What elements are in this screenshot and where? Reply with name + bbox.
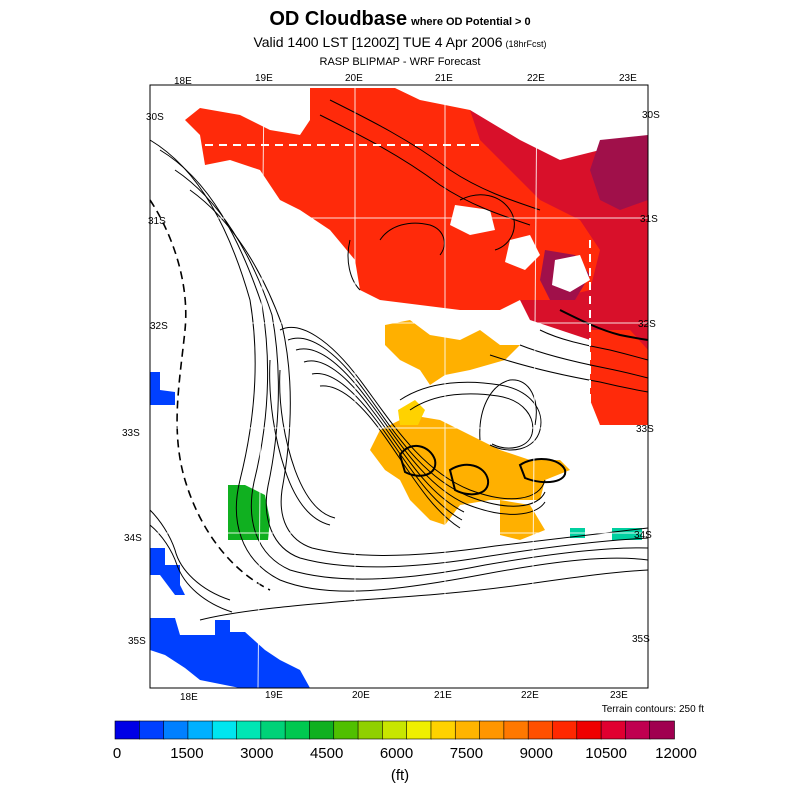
lon-bottom-20e: 20E (352, 690, 370, 701)
colorbar-tick-label: 3000 (240, 745, 274, 762)
lat-right-30s: 30S (642, 110, 660, 121)
colorbar-tick-label: 7500 (449, 745, 484, 762)
field-magenta-east (590, 135, 648, 210)
cloudbase-field (150, 88, 648, 688)
field-gap-1 (505, 235, 540, 270)
lon-labels-bottom: 18E 19E 20E 21E 22E 23E (180, 690, 628, 703)
field-blue-west (150, 372, 175, 405)
lat-right-32s: 32S (638, 319, 656, 330)
meridian-19e (257, 84, 265, 689)
colorbar-swatch (382, 720, 408, 740)
colorbar (114, 720, 675, 740)
province-border (205, 144, 591, 420)
colorbar-swatch (114, 720, 141, 740)
colorbar-swatch (503, 720, 529, 740)
field-blue-south (150, 548, 185, 595)
chart-title: OD Cloudbase where OD Potential > 0 (0, 8, 800, 31)
field-blue-southwest (150, 618, 310, 688)
colorbar-swatch (163, 720, 189, 740)
lat-left-34s: 34S (124, 533, 142, 544)
colorbar-tick-label: 0 (112, 745, 122, 762)
title-main: OD Cloudbase (269, 8, 408, 30)
lon-bottom-18e: 18E (180, 692, 198, 703)
field-orange-south (370, 415, 570, 525)
forecast-hour: (18hrFcst) (505, 39, 547, 49)
colorbar-swatch (309, 720, 335, 740)
field-orange-central (385, 320, 520, 385)
colorbar-swatch (236, 720, 262, 740)
colorbar-swatch (357, 720, 384, 740)
lat-right-34s: 34S (634, 530, 652, 541)
lon-labels-top: 18E 19E 20E 21E 22E 23E (174, 73, 637, 87)
field-red-southeast (590, 330, 648, 425)
lat-left-33s: 33S (122, 428, 140, 439)
lat-right-31s: 31S (640, 214, 658, 225)
colorbar-swatch (187, 720, 214, 740)
field-green (228, 485, 270, 540)
colorbar-swatch (406, 720, 432, 740)
lat-right-33s: 33S (636, 424, 654, 435)
colorbar-tick-label: 4500 (309, 745, 344, 762)
colorbar-swatch (430, 720, 457, 740)
title-qualifier: where OD Potential > 0 (411, 16, 531, 28)
lon-top-23e: 23E (619, 73, 637, 84)
colorbar-swatch (600, 720, 627, 740)
lon-top-21e: 21E (435, 73, 453, 84)
colorbar-swatch (284, 720, 311, 740)
lon-bottom-21e: 21E (434, 690, 452, 701)
field-gap-3 (450, 205, 495, 235)
colorbar-tick-label: 6000 (379, 745, 414, 762)
colorbar-tick-label: 1500 (170, 745, 204, 762)
latlon-grid (150, 84, 648, 689)
terrain-note: Terrain contours: 250 ft (601, 704, 704, 715)
colorbar-tick-label: 10500 (585, 745, 627, 762)
lon-bottom-23e: 23E (610, 690, 628, 701)
colorbar-swatch (333, 720, 359, 740)
colorbar-tick-label: 9000 (519, 745, 553, 762)
lon-top-18e: 18E (174, 76, 192, 87)
lat-left-30s: 30S (146, 112, 164, 123)
field-gap-2 (552, 255, 590, 292)
lat-labels-left: 30S 31S 32S 33S 34S 35S (122, 112, 168, 647)
lon-top-19e: 19E (255, 73, 273, 84)
colorbar-swatch (552, 720, 578, 740)
colorbar-swatch (576, 720, 602, 740)
valid-time: Valid 1400 LST [1200Z] TUE 4 Apr 2006 (18… (0, 34, 800, 50)
lon-top-22e: 22E (527, 73, 545, 84)
lon-bottom-22e: 22E (521, 690, 539, 701)
terrain-contours (149, 99, 649, 621)
valid-text: Valid 1400 LST [1200Z] TUE 4 Apr 2006 (253, 34, 503, 50)
lat-left-35s: 35S (128, 636, 146, 647)
lat-left-32s: 32S (150, 321, 168, 332)
colorbar-swatch (527, 720, 554, 740)
colorbar-swatch (211, 720, 238, 740)
colorbar-tick-label: 12000 (655, 745, 697, 762)
field-red-north (185, 88, 600, 320)
colorbar-swatch (454, 720, 481, 740)
lat-right-35s: 35S (632, 634, 650, 645)
lon-top-20e: 20E (345, 73, 363, 84)
colorbar-swatch (139, 720, 165, 740)
colorbar-swatch (625, 720, 651, 740)
source-label: RASP BLIPMAP - WRF Forecast (319, 56, 481, 68)
colorbar-swatch (260, 720, 286, 740)
meridian-22e (531, 84, 538, 689)
colorbar-swatch (649, 720, 675, 740)
colorbar-swatch (479, 720, 505, 740)
colorbar-unit: (ft) (390, 767, 410, 784)
lat-left-31s: 31S (148, 216, 166, 227)
lon-bottom-19e: 19E (265, 690, 283, 701)
lat-labels-right: 30S 31S 32S 33S 34S 35S (632, 110, 660, 645)
map-frame (149, 84, 649, 689)
field-yellow-patch (398, 400, 425, 425)
